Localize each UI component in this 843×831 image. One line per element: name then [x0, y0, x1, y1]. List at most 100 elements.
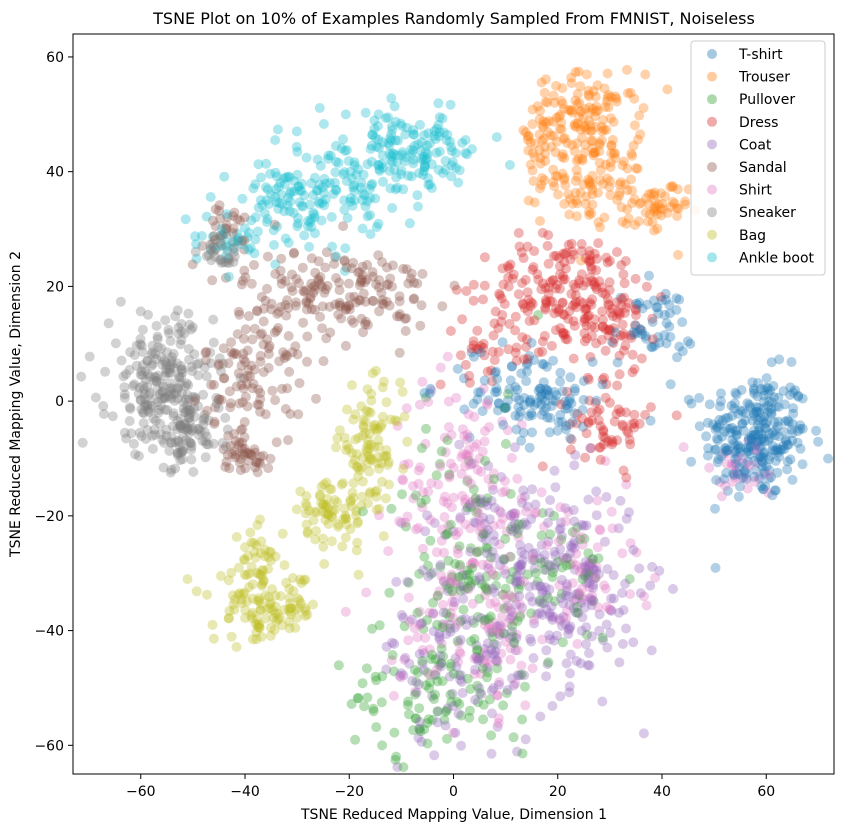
scatter-point-coat — [457, 688, 468, 698]
scatter-point-t-shirt — [557, 386, 568, 397]
scatter-point-bag — [323, 509, 334, 520]
scatter-point-t-shirt — [529, 355, 540, 366]
scatter-point-sneaker — [170, 311, 181, 322]
scatter-point-coat — [404, 658, 415, 669]
scatter-point-dress — [593, 415, 604, 426]
scatter-point-pullover — [482, 672, 492, 683]
scatter-point-ankle-boot — [418, 166, 429, 176]
scatter-point-bag — [291, 604, 302, 614]
scatter-point-pullover — [485, 552, 496, 563]
scatter-point-bag — [295, 574, 305, 585]
scatter-point-bag — [353, 432, 364, 443]
scatter-point-ankle-boot — [252, 226, 263, 237]
scatter-point-coat — [519, 670, 530, 681]
scatter-point-bag — [364, 466, 375, 477]
scatter-point-dress — [587, 330, 597, 341]
scatter-point-sneaker — [163, 324, 174, 335]
scatter-point-dress — [522, 241, 533, 252]
scatter-point-sneaker — [198, 389, 209, 400]
scatter-point-shirt — [473, 508, 484, 518]
scatter-point-sneaker — [144, 407, 155, 418]
scatter-point-sandal — [219, 373, 230, 384]
scatter-point-coat — [576, 519, 587, 530]
scatter-point-shirt — [466, 478, 476, 489]
scatter-point-trouser — [600, 101, 611, 112]
scatter-point-dress — [602, 294, 613, 304]
scatter-point-coat — [450, 727, 461, 738]
scatter-point-t-shirt — [764, 432, 775, 443]
legend-box — [690, 40, 826, 276]
scatter-point-t-shirt — [723, 445, 733, 456]
scatter-point-dress — [517, 332, 528, 343]
scatter-point-shirt — [401, 403, 412, 414]
scatter-point-ankle-boot — [259, 208, 270, 219]
scatter-point-t-shirt — [552, 425, 563, 436]
scatter-point-dress — [451, 284, 462, 295]
scatter-point-pullover — [361, 663, 372, 674]
scatter-point-coat — [588, 579, 599, 590]
scatter-point-trouser — [536, 179, 547, 190]
scatter-point-dress — [533, 347, 544, 358]
scatter-point-ankle-boot — [400, 152, 411, 163]
scatter-point-sandal — [227, 449, 238, 459]
scatter-point-trouser — [587, 143, 598, 154]
scatter-point-sandal — [358, 270, 368, 281]
scatter-point-bag — [274, 612, 285, 623]
scatter-point-pullover — [371, 722, 382, 733]
scatter-point-sneaker — [190, 392, 201, 403]
scatter-point-shirt — [492, 690, 503, 701]
scatter-point-sandal — [231, 349, 242, 360]
scatter-point-dress — [620, 256, 631, 266]
scatter-point-coat — [558, 598, 569, 609]
scatter-point-pullover — [409, 665, 420, 675]
scatter-point-shirt — [590, 573, 601, 583]
scatter-point-dress — [619, 307, 630, 318]
scatter-point-t-shirt — [511, 424, 522, 435]
scatter-point-pullover — [593, 553, 604, 564]
scatter-point-shirt — [498, 589, 509, 600]
scatter-point-dress — [540, 302, 551, 313]
scatter-point-t-shirt — [713, 454, 724, 465]
scatter-point-bag — [284, 603, 294, 614]
scatter-point-coat — [481, 649, 492, 660]
scatter-point-sneaker — [159, 370, 170, 381]
scatter-point-sandal — [318, 356, 329, 367]
scatter-point-ankle-boot — [408, 125, 418, 135]
scatter-point-shirt — [434, 586, 445, 597]
scatter-point-t-shirt — [773, 392, 784, 403]
scatter-point-sandal — [374, 275, 385, 285]
scatter-point-sneaker — [149, 394, 160, 404]
legend-marker — [707, 162, 717, 172]
scatter-point-coat — [539, 556, 550, 567]
scatter-point-pullover — [572, 607, 583, 618]
scatter-point-bag — [336, 479, 347, 490]
scatter-point-dress — [554, 304, 565, 315]
scatter-point-sandal — [349, 291, 360, 302]
scatter-point-bag — [302, 609, 313, 620]
scatter-point-dress — [600, 432, 611, 443]
scatter-point-bag — [229, 604, 240, 615]
scatter-point-bag — [344, 443, 354, 454]
scatter-point-sandal — [273, 306, 284, 317]
scatter-point-pullover — [452, 636, 463, 646]
scatter-point-dress — [497, 263, 508, 274]
scatter-point-sneaker — [200, 436, 211, 447]
scatter-point-shirt — [567, 578, 578, 589]
scatter-point-sneaker — [152, 397, 163, 408]
scatter-point-sandal — [256, 328, 267, 339]
scatter-point-t-shirt — [770, 485, 781, 496]
scatter-point-coat — [554, 524, 565, 535]
scatter-point-trouser — [527, 104, 538, 115]
scatter-point-coat — [594, 609, 605, 620]
scatter-point-shirt — [571, 560, 582, 571]
scatter-point-t-shirt — [786, 424, 797, 435]
scatter-point-t-shirt — [730, 454, 741, 464]
scatter-point-bag — [256, 631, 267, 642]
scatter-point-trouser — [548, 116, 559, 127]
scatter-point-shirt — [593, 602, 604, 613]
scatter-point-dress — [584, 310, 594, 321]
scatter-point-sneaker — [201, 439, 212, 450]
scatter-point-ankle-boot — [388, 148, 399, 159]
scatter-point-t-shirt — [565, 393, 575, 404]
scatter-point-dress — [584, 297, 595, 308]
